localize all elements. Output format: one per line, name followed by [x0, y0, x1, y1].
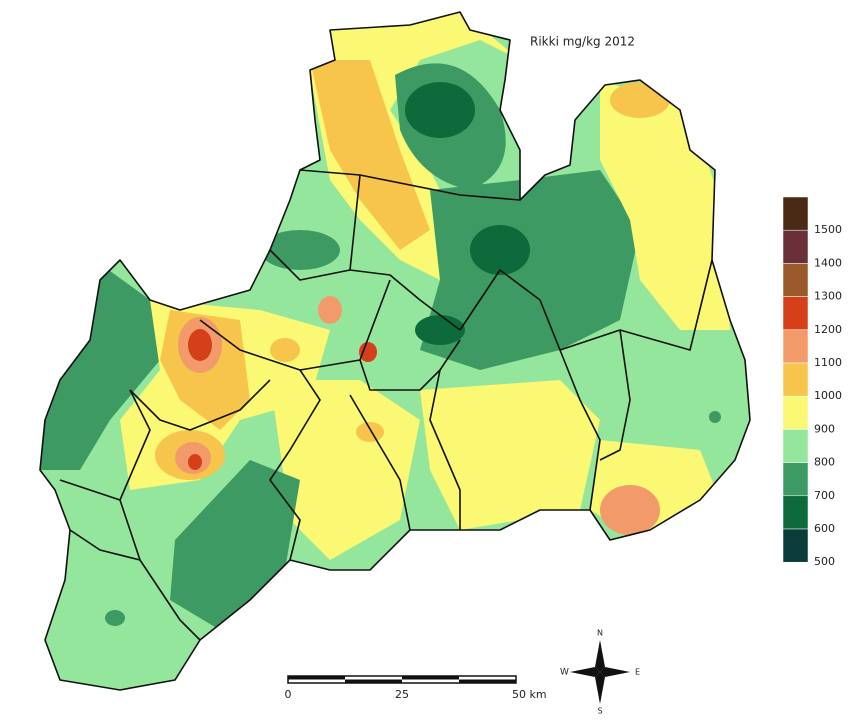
legend-swatch [782, 429, 809, 463]
map-shape [269, 369, 321, 561]
legend-label: 900 [814, 422, 835, 435]
map-shape [288, 676, 345, 680]
legend-label: 1300 [814, 290, 842, 303]
map-shape [405, 82, 475, 138]
legend-swatch [782, 495, 809, 530]
compass: N E S W [560, 629, 640, 716]
map-shape [709, 411, 721, 423]
legend-label: 500 [814, 555, 835, 568]
map-shape [318, 296, 342, 324]
map-title: Rikki mg/kg 2012 [530, 35, 635, 49]
scale-label: 25 [395, 688, 409, 701]
map-shape [356, 422, 384, 442]
map-shape [119, 499, 201, 641]
legend-swatch [782, 395, 809, 430]
map-shape [260, 230, 340, 270]
map-shape [600, 485, 660, 535]
scale-label: 0 [285, 688, 292, 701]
municipal-borders [59, 169, 713, 641]
map-shape [595, 672, 605, 704]
map-shape [420, 380, 600, 530]
legend-swatch [782, 296, 809, 331]
map-shape [599, 329, 631, 461]
map-shape [270, 380, 420, 560]
map-shape [269, 249, 351, 281]
legend-label: 600 [814, 522, 835, 535]
map-shape [349, 394, 411, 531]
compass-label: W [560, 668, 569, 678]
map-shape [105, 610, 125, 626]
legend-swatch [782, 229, 809, 264]
legend-swatch [782, 263, 809, 297]
compass-label: E [635, 668, 640, 677]
map-shape [69, 529, 141, 561]
map-shape [570, 667, 600, 677]
legend-label: 1100 [814, 356, 842, 369]
map-shape [349, 174, 461, 331]
map-shape [600, 667, 630, 677]
legend-label: 1500 [814, 223, 842, 236]
map-shape [299, 169, 521, 201]
compass-label: N [597, 629, 603, 638]
map-shape [559, 349, 601, 511]
legend-label: 1400 [814, 256, 842, 269]
map-shape [595, 640, 605, 672]
map-shape [415, 315, 465, 345]
map-shape [310, 60, 430, 250]
legend-swatch [782, 329, 809, 364]
map-shape [402, 676, 459, 680]
legend: 1500 1400 1300 1200 1100 1000 900 800 700 600 500 [782, 196, 842, 568]
map-shape [420, 170, 640, 370]
legend-label: 1000 [814, 389, 842, 402]
map-shape [359, 339, 461, 391]
legend-swatch [782, 362, 809, 397]
scale-label: 50 km [512, 688, 547, 701]
map-shape [610, 82, 670, 118]
map-shape [188, 454, 202, 470]
legend-label: 700 [814, 489, 835, 502]
map-shape [59, 389, 151, 501]
map-shape [429, 369, 461, 530]
map-shape [459, 679, 516, 683]
map-shape [359, 342, 377, 362]
legend-swatch [782, 462, 809, 497]
compass-label: S [597, 707, 602, 716]
map-shape [129, 379, 271, 431]
map-shape [188, 329, 212, 361]
map-shape [270, 338, 300, 362]
legend-swatch [782, 528, 809, 563]
legend-swatch [782, 196, 809, 231]
map-shape [40, 260, 160, 470]
map-shape [470, 225, 530, 275]
scale-bar: 0 25 50 km [285, 675, 547, 701]
legend-label: 1200 [814, 323, 842, 336]
legend-label: 800 [814, 456, 835, 469]
map-shape [345, 679, 402, 683]
